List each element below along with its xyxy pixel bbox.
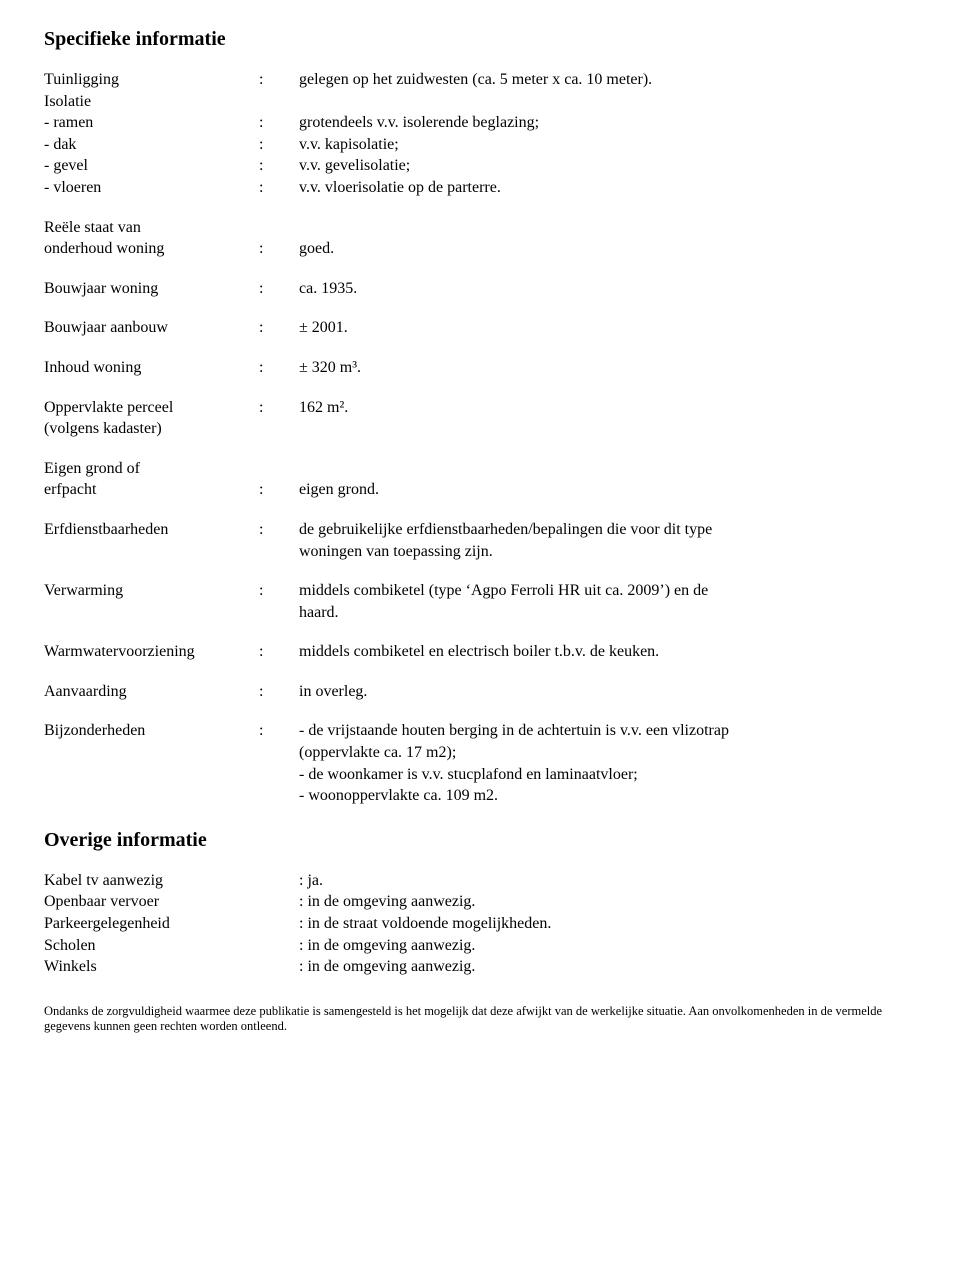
isolatie-gevel-label: - gevel xyxy=(44,155,259,177)
verwarming-line2: haard. xyxy=(299,602,916,624)
tuinligging-value: gelegen op het zuidwesten (ca. 5 meter x… xyxy=(299,69,916,91)
inhoud-woning-label: Inhoud woning xyxy=(44,357,259,379)
warmwater-value: middels combiketel en electrisch boiler … xyxy=(299,641,916,663)
footnote-text: Ondanks de zorgvuldigheid waarmee deze p… xyxy=(44,1004,916,1035)
bouwjaar-woning-value: ca. 1935. xyxy=(299,278,916,300)
winkels-value: : in de omgeving aanwezig. xyxy=(299,956,916,978)
verwarming-line1: middels combiketel (type ‘Agpo Ferroli H… xyxy=(299,580,916,602)
isolatie-label: Isolatie xyxy=(44,91,259,113)
colon: : xyxy=(259,69,299,91)
isolatie-vloeren-value: v.v. vloerisolatie op de parterre. xyxy=(299,177,916,199)
kabel-label: Kabel tv aanwezig xyxy=(44,870,259,892)
bijzonder-line4: - woonoppervlakte ca. 109 m2. xyxy=(299,785,916,807)
isolatie-ramen-label: - ramen xyxy=(44,112,259,134)
ov-value: : in de omgeving aanwezig. xyxy=(299,891,916,913)
reele-staat-label1: Reële staat van xyxy=(44,217,259,239)
kabel-value: : ja. xyxy=(299,870,916,892)
erfdienst-label: Erfdienstbaarheden xyxy=(44,519,259,541)
bijzonder-line2: (oppervlakte ca. 17 m2); xyxy=(299,742,916,764)
aanvaarding-label: Aanvaarding xyxy=(44,681,259,703)
warmwater-label: Warmwatervoorziening xyxy=(44,641,259,663)
eigen-grond-value: eigen grond. xyxy=(299,479,916,501)
eigen-grond-label1: Eigen grond of xyxy=(44,458,259,480)
aanvaarding-value: in overleg. xyxy=(299,681,916,703)
opp-perceel-label2: (volgens kadaster) xyxy=(44,418,259,440)
section-overige-title: Overige informatie xyxy=(44,829,916,852)
reele-staat-label2: onderhoud woning xyxy=(44,238,259,260)
isolatie-vloeren-label: - vloeren xyxy=(44,177,259,199)
parkeer-label: Parkeergelegenheid xyxy=(44,913,259,935)
winkels-label: Winkels xyxy=(44,956,259,978)
tuinligging-label: Tuinligging xyxy=(44,69,259,91)
bouwjaar-aanbouw-label: Bouwjaar aanbouw xyxy=(44,317,259,339)
parkeer-value: : in de straat voldoende mogelijkheden. xyxy=(299,913,916,935)
overige-table: Kabel tv aanwezig : ja. Openbaar vervoer… xyxy=(44,870,916,978)
section-specifieke-title: Specifieke informatie xyxy=(44,28,916,51)
opp-perceel-label1: Oppervlakte perceel xyxy=(44,397,259,419)
erfdienst-line1: de gebruikelijke erfdienstbaarheden/bepa… xyxy=(299,519,916,541)
scholen-label: Scholen xyxy=(44,935,259,957)
opp-perceel-value: 162 m². xyxy=(299,397,916,419)
isolatie-dak-label: - dak xyxy=(44,134,259,156)
ov-label: Openbaar vervoer xyxy=(44,891,259,913)
bijzonder-label: Bijzonderheden xyxy=(44,720,259,742)
bouwjaar-aanbouw-value: ± 2001. xyxy=(299,317,916,339)
bijzonder-line3: - de woonkamer is v.v. stucplafond en la… xyxy=(299,764,916,786)
verwarming-label: Verwarming xyxy=(44,580,259,602)
bijzonder-line1: - de vrijstaande houten berging in de ac… xyxy=(299,720,916,742)
isolatie-dak-value: v.v. kapisolatie; xyxy=(299,134,916,156)
spec-table: Tuinligging : gelegen op het zuidwesten … xyxy=(44,69,916,807)
bouwjaar-woning-label: Bouwjaar woning xyxy=(44,278,259,300)
isolatie-ramen-value: grotendeels v.v. isolerende beglazing; xyxy=(299,112,916,134)
eigen-grond-label2: erfpacht xyxy=(44,479,259,501)
scholen-value: : in de omgeving aanwezig. xyxy=(299,935,916,957)
erfdienst-line2: woningen van toepassing zijn. xyxy=(299,541,916,563)
isolatie-gevel-value: v.v. gevelisolatie; xyxy=(299,155,916,177)
reele-staat-value: goed. xyxy=(299,238,916,260)
inhoud-woning-value: ± 320 m³. xyxy=(299,357,916,379)
